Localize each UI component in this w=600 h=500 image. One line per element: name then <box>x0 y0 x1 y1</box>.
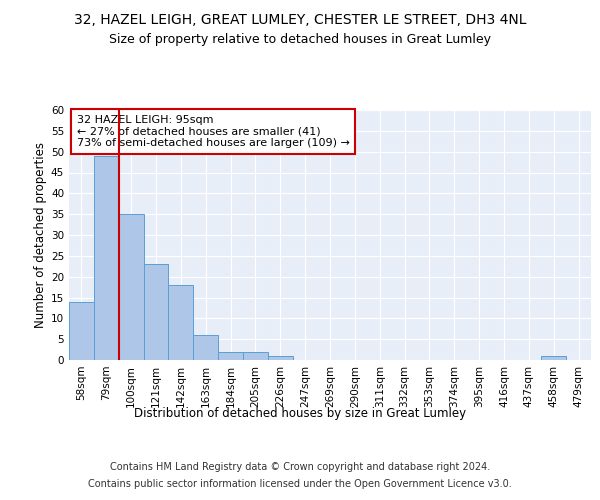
Y-axis label: Number of detached properties: Number of detached properties <box>34 142 47 328</box>
Bar <box>94 156 119 360</box>
Text: Size of property relative to detached houses in Great Lumley: Size of property relative to detached ho… <box>109 32 491 46</box>
Bar <box>69 302 94 360</box>
Bar <box>541 356 566 360</box>
Text: 32 HAZEL LEIGH: 95sqm
← 27% of detached houses are smaller (41)
73% of semi-deta: 32 HAZEL LEIGH: 95sqm ← 27% of detached … <box>77 115 350 148</box>
Bar <box>193 335 218 360</box>
Bar <box>119 214 143 360</box>
Bar <box>169 285 193 360</box>
Text: Contains HM Land Registry data © Crown copyright and database right 2024.: Contains HM Land Registry data © Crown c… <box>110 462 490 472</box>
Bar <box>243 352 268 360</box>
Text: 32, HAZEL LEIGH, GREAT LUMLEY, CHESTER LE STREET, DH3 4NL: 32, HAZEL LEIGH, GREAT LUMLEY, CHESTER L… <box>74 12 526 26</box>
Bar <box>218 352 243 360</box>
Bar <box>268 356 293 360</box>
Text: Distribution of detached houses by size in Great Lumley: Distribution of detached houses by size … <box>134 408 466 420</box>
Bar <box>143 264 169 360</box>
Text: Contains public sector information licensed under the Open Government Licence v3: Contains public sector information licen… <box>88 479 512 489</box>
